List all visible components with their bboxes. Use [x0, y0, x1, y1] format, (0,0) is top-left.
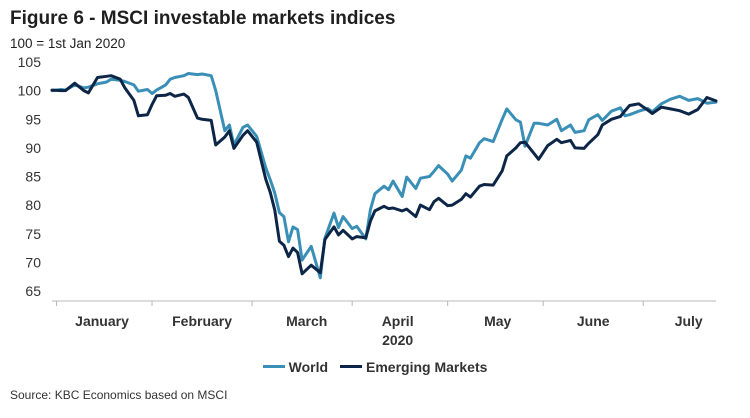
y-tick-label: 75 — [25, 226, 41, 242]
series-line-world — [50, 72, 718, 280]
x-axis-title: 2020 — [382, 332, 413, 348]
series-line-emerging-markets — [50, 74, 718, 276]
y-tick-label: 70 — [25, 254, 41, 270]
legend-swatch — [262, 365, 285, 368]
x-tick-label: March — [286, 313, 327, 329]
source-note: Source: KBC Economics based on MSCI — [10, 388, 228, 402]
chart-title: Figure 6 - MSCI investable markets indic… — [10, 8, 396, 29]
chart-series — [50, 72, 718, 280]
y-tick-label: 90 — [25, 140, 41, 156]
x-tick-label: June — [577, 313, 610, 329]
chart-legend: World Emerging Markets — [0, 355, 750, 375]
x-tick-label: February — [172, 313, 232, 329]
legend-item-world: World — [262, 358, 329, 375]
legend-item-emerging-markets: Emerging Markets — [340, 359, 487, 375]
y-tick-label: 65 — [25, 283, 41, 299]
x-tick-label: May — [484, 313, 511, 329]
x-tick-label: April — [382, 313, 414, 329]
x-tick-label: January — [75, 313, 129, 329]
x-tick-label: July — [675, 313, 703, 329]
y-tick-label: 80 — [25, 197, 41, 213]
legend-swatch — [340, 365, 363, 368]
legend-label: World — [288, 358, 329, 375]
y-tick-label: 85 — [25, 169, 41, 185]
chart-axes: 65 70 75 80 85 90 95 100 105 January February March… — [18, 54, 716, 348]
chart-subtitle: 100 = 1st Jan 2020 — [10, 36, 126, 51]
y-tick-label: 100 — [18, 83, 42, 99]
legend-label: Emerging Markets — [366, 358, 488, 375]
y-tick-label: 105 — [18, 54, 42, 70]
y-tick-label: 95 — [25, 111, 41, 127]
